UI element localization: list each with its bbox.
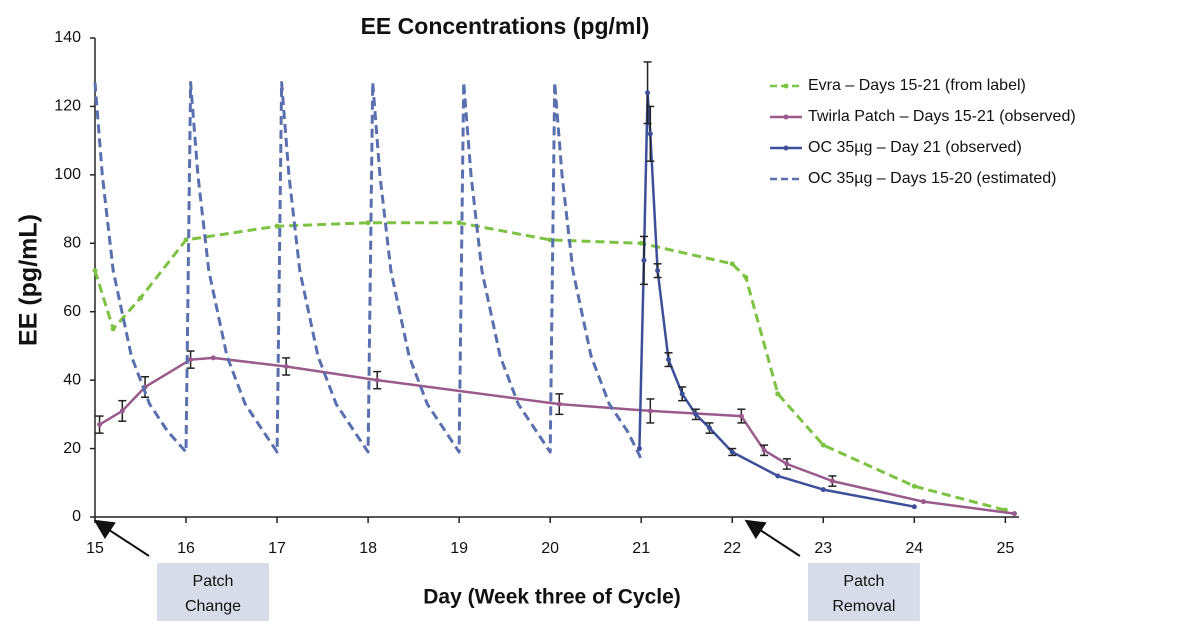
data-point [647, 131, 653, 137]
x-tick-label: 22 [723, 540, 741, 557]
data-point [729, 261, 735, 267]
data-point [679, 391, 685, 397]
chart-title: EE Concentrations (pg/ml) [361, 13, 650, 39]
data-point [738, 413, 744, 419]
data-point [110, 326, 116, 332]
legend-marker [783, 145, 789, 151]
series-line [93, 221, 1006, 512]
annotation-text: Patch [193, 573, 234, 590]
data-point [188, 357, 194, 363]
data-point [641, 257, 647, 263]
annotation-text: Patch [843, 573, 884, 590]
data-point [138, 295, 144, 301]
x-tick-label: 16 [177, 540, 195, 557]
x-tick-label: 18 [359, 540, 377, 557]
y-tick-label: 80 [63, 235, 81, 252]
annotation-box [807, 563, 920, 621]
legend-marker [783, 83, 789, 89]
data-point [283, 363, 289, 369]
data-point [556, 401, 562, 407]
y-axis-label: EE (pg/mL) [15, 214, 43, 346]
data-point [645, 90, 651, 96]
data-point [183, 237, 189, 243]
data-point [365, 220, 371, 226]
data-point [911, 504, 917, 510]
data-point [1011, 511, 1017, 517]
data-point [374, 377, 380, 383]
legend-marker [783, 114, 789, 120]
data-point [820, 442, 826, 448]
data-point [820, 487, 826, 493]
data-point [456, 220, 462, 226]
y-tick-label: 100 [54, 166, 81, 183]
data-point [92, 268, 98, 274]
data-point [693, 411, 699, 417]
data-point [706, 425, 712, 431]
annotation-arrow [93, 519, 150, 557]
data-point [638, 240, 644, 246]
data-point [829, 478, 835, 484]
y-tick-label: 20 [63, 440, 81, 457]
data-point [920, 499, 926, 505]
x-axis-label: Day (Week three of Cycle) [423, 586, 681, 609]
y-tick-label: 40 [63, 371, 81, 388]
data-point [743, 275, 749, 280]
data-point [775, 391, 781, 397]
y-tick-label: 120 [54, 98, 81, 115]
data-point [274, 223, 280, 229]
annotation-arrow [744, 519, 801, 557]
x-tick-label: 20 [541, 540, 559, 557]
legend-label: Evra – Days 15-21 (from label) [808, 77, 1026, 94]
x-tick-label: 24 [905, 540, 923, 557]
annotation-text: Removal [832, 598, 895, 615]
x-tick-label: 23 [814, 540, 832, 557]
x-tick-label: 21 [632, 540, 650, 557]
x-tick-label: 15 [86, 540, 104, 557]
data-point [97, 422, 103, 428]
legend-label: Twirla Patch – Days 15-21 (observed) [808, 108, 1076, 125]
data-point [761, 447, 767, 453]
x-tick-label: 17 [268, 540, 286, 557]
data-point [119, 408, 125, 414]
data-point [775, 473, 781, 479]
data-point [666, 357, 672, 363]
legend-label: OC 35µg – Day 21 (observed) [808, 139, 1022, 156]
data-point [729, 449, 735, 455]
data-point [784, 461, 790, 467]
y-tick-label: 60 [63, 303, 81, 320]
data-point [647, 408, 653, 414]
series-line [98, 356, 1015, 515]
annotation-text: Change [185, 598, 241, 615]
x-tick-label: 25 [996, 540, 1014, 557]
annotation-box [157, 563, 269, 621]
y-tick-label: 140 [54, 29, 81, 46]
y-tick-label: 0 [72, 508, 81, 525]
data-point [210, 355, 216, 361]
data-point [911, 483, 917, 489]
x-tick-label: 19 [450, 540, 468, 557]
legend-label: OC 35µg – Days 15-20 (estimated) [808, 170, 1056, 187]
data-point [655, 268, 661, 274]
